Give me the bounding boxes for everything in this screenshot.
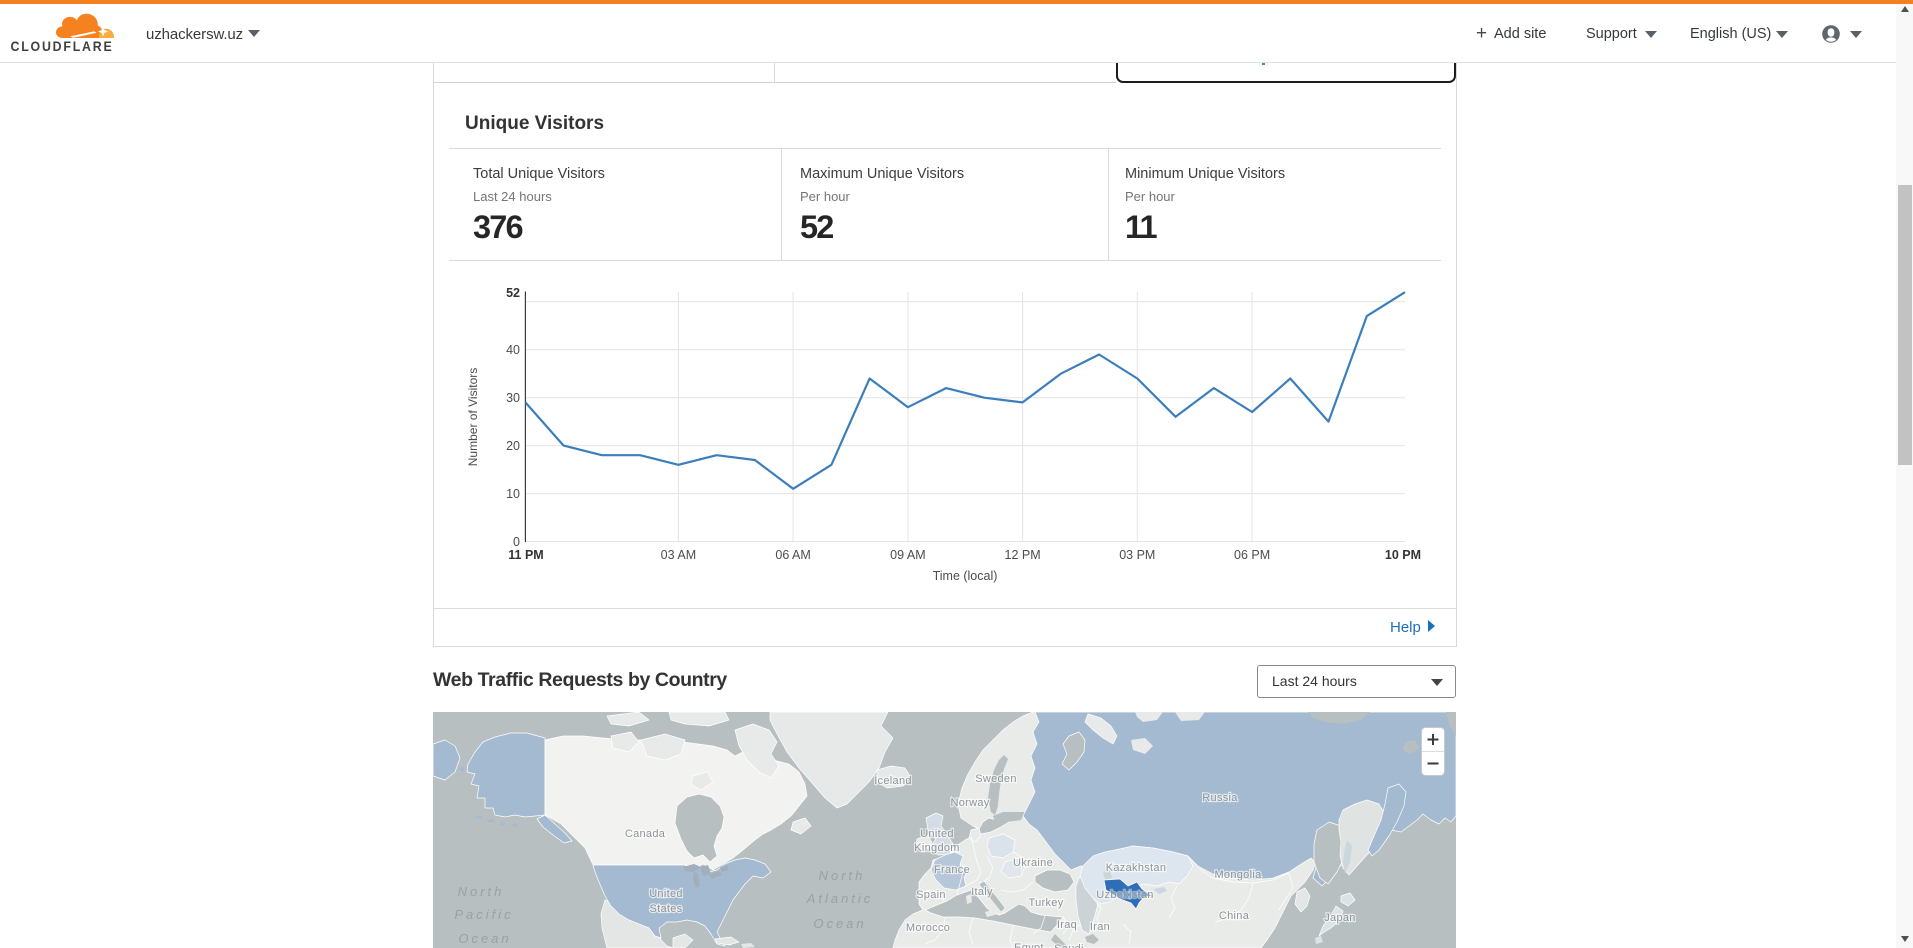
svg-text:Turkey: Turkey [1028,897,1063,909]
svg-text:United: United [920,828,954,840]
svg-text:North: North [458,884,505,899]
svg-text:Iran: Iran [1090,921,1110,933]
svg-text:Spain: Spain [916,889,946,901]
svg-text:Italy: Italy [971,886,993,898]
svg-text:10 PM: 10 PM [1385,548,1421,562]
svg-text:Russia: Russia [1202,792,1238,804]
svg-text:France: France [934,864,970,876]
svg-text:30: 30 [506,391,520,405]
svg-text:Norway: Norway [950,797,989,809]
svg-text:03 PM: 03 PM [1119,548,1155,562]
svg-text:Kazakhstan: Kazakhstan [1106,862,1166,874]
svg-text:Morocco: Morocco [906,922,950,934]
svg-text:Iraq: Iraq [1057,919,1077,931]
svg-text:10: 10 [506,487,520,501]
svg-text:China: China [1219,910,1250,922]
svg-text:Canada: Canada [625,828,666,840]
svg-text:Uzbekistan: Uzbekistan [1096,889,1153,901]
svg-text:Sweden: Sweden [975,773,1017,785]
svg-text:Kingdom: Kingdom [914,842,960,854]
svg-text:North: North [819,868,866,883]
svg-text:Saudi: Saudi [1054,943,1084,948]
svg-text:06 PM: 06 PM [1234,548,1270,562]
svg-text:12 PM: 12 PM [1005,548,1041,562]
svg-text:United: United [649,888,683,900]
svg-text:Pacific: Pacific [454,907,513,922]
svg-text:0: 0 [513,535,520,549]
svg-text:40: 40 [506,343,520,357]
svg-text:Ukraine: Ukraine [1013,857,1053,869]
svg-text:Ocean: Ocean [458,931,511,946]
svg-text:52: 52 [506,286,520,300]
svg-text:Number of Visitors: Number of Visitors [466,368,480,466]
svg-text:20: 20 [506,439,520,453]
svg-text:Mongolia: Mongolia [1214,869,1262,881]
svg-text:States: States [650,903,683,915]
svg-text:Egypt: Egypt [1014,942,1044,948]
svg-text:Iceland: Iceland [874,775,912,787]
svg-text:11 PM: 11 PM [508,548,543,562]
svg-text:CLOUDFLARE: CLOUDFLARE [11,39,114,53]
svg-text:06 AM: 06 AM [775,548,810,562]
svg-text:03 AM: 03 AM [661,548,696,562]
svg-text:Ocean: Ocean [813,916,866,931]
svg-text:09 AM: 09 AM [890,548,925,562]
svg-text:Atlantic: Atlantic [806,891,874,906]
svg-text:Japan: Japan [1324,912,1355,924]
svg-text:Time (local): Time (local) [933,569,998,583]
